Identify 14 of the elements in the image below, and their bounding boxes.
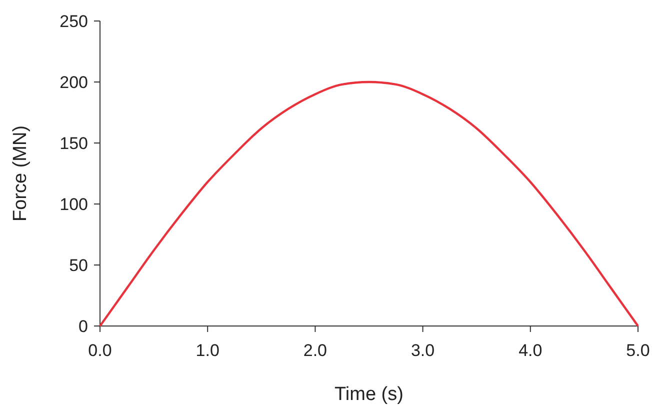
y-tick-label: 50: [69, 256, 88, 275]
y-tick-label: 250: [60, 12, 88, 31]
y-axis-title: Force (MN): [10, 125, 31, 222]
y-tick-label: 100: [60, 194, 88, 214]
x-tick-label: 2.0: [303, 341, 328, 360]
y-tick-label: 0: [78, 316, 88, 336]
x-axis-title: Time (s): [334, 384, 404, 405]
x-tick-label: 4.0: [518, 341, 542, 360]
x-tick-label: 0.0: [88, 341, 112, 360]
y-tick-label: 150: [60, 134, 88, 153]
x-tick-label: 3.0: [410, 341, 435, 360]
x-tick-label: 1.0: [196, 341, 220, 360]
x-tick-label: 5.0: [626, 341, 650, 360]
y-tick-label: 200: [60, 72, 88, 92]
